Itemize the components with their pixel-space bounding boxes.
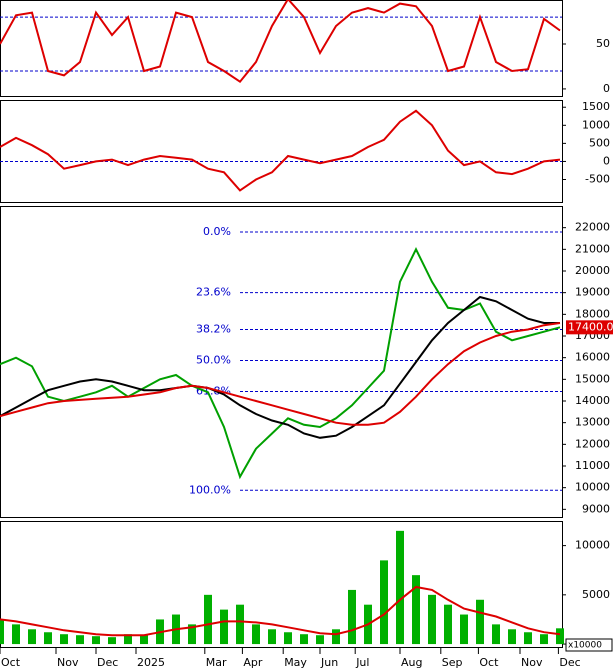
y-tick-label: 1000 (582, 118, 610, 131)
fib-label: 0.0% (203, 225, 231, 238)
y-tick-label: 11000 (575, 459, 610, 472)
x-tick-label: May (284, 656, 307, 669)
fib-label: 50.0% (196, 353, 231, 366)
volume-bar (220, 609, 228, 645)
fib-label: 23.6% (196, 286, 231, 299)
volume-bar (492, 624, 500, 645)
volume-bar (76, 635, 84, 645)
x-tick-label: Nov (521, 656, 543, 669)
series-line (0, 295, 560, 439)
y-tick-label: 13000 (575, 416, 610, 429)
volume-bar (236, 604, 244, 645)
y-tick-label: 10000 (575, 539, 610, 552)
volume-bar (0, 619, 4, 645)
x-tick-label: Jul (355, 656, 369, 669)
panel-frame (0, 100, 563, 203)
volume-bar (540, 634, 548, 645)
series-line (0, 322, 561, 426)
panel-frame (0, 206, 563, 518)
last-price-tag (566, 320, 613, 335)
y-tick-label: 12000 (575, 437, 610, 450)
y-tick-label: 1500 (582, 100, 610, 113)
x-tick-label: Apr (243, 656, 263, 669)
volume-bar (12, 624, 20, 645)
y-tick-label: 500 (589, 136, 610, 149)
volume-bar (28, 629, 36, 645)
x-tick-label: Dec (559, 656, 580, 669)
panel-frame (0, 0, 563, 97)
volume-bar (332, 629, 340, 645)
x-tick-label: Aug (401, 656, 422, 669)
y-tick-label: -500 (585, 173, 610, 186)
unit-label: x10000 (568, 641, 602, 651)
series-line (0, 0, 561, 84)
ma-line (0, 585, 561, 637)
volume-bar (44, 632, 52, 645)
volume-bar (204, 594, 212, 645)
volume-bar (268, 629, 276, 645)
x-tick-label: Oct (1, 656, 21, 669)
volume-bar (140, 635, 148, 645)
fib-label: 38.2% (196, 323, 231, 336)
unit-box (565, 638, 613, 652)
x-tick-label: Jun (320, 656, 338, 669)
volume-bar (508, 629, 516, 645)
x-tick-label: 2025 (137, 656, 165, 669)
fib-label: 100.0% (189, 483, 231, 496)
volume-bar (92, 636, 100, 645)
y-tick-label: 22000 (575, 221, 610, 234)
y-tick-label: 5000 (582, 588, 610, 601)
last-price-label: 17400.0 (568, 320, 613, 333)
y-tick-label: 16000 (575, 351, 610, 364)
y-tick-label: 50 (596, 37, 610, 50)
y-tick-label: 21000 (575, 242, 610, 255)
volume-bar (396, 530, 404, 645)
y-tick-label: 0 (603, 82, 610, 95)
volume-bar (444, 604, 452, 645)
series-line (0, 109, 561, 192)
x-tick-label: Dec (97, 656, 118, 669)
y-tick-label: 19000 (575, 286, 610, 299)
volume-bar (108, 637, 116, 645)
y-tick-label: 14000 (575, 394, 610, 407)
x-tick-label: Sep (442, 656, 463, 669)
volume-bar (380, 560, 388, 645)
x-tick-label: Oct (479, 656, 499, 669)
volume-bar (556, 628, 564, 645)
y-tick-label: 18000 (575, 307, 610, 320)
series-line (0, 247, 561, 480)
y-tick-label: 15000 (575, 372, 610, 385)
volume-bar (252, 624, 260, 645)
volume-bar (348, 589, 356, 645)
volume-bar (412, 575, 420, 645)
y-tick-label: 9000 (582, 502, 610, 515)
y-tick-label: 10000 (575, 481, 610, 494)
volume-bar (476, 599, 484, 645)
volume-bar (460, 614, 468, 645)
volume-bar (300, 634, 308, 645)
y-tick-label: 20000 (575, 264, 610, 277)
volume-bar (60, 634, 68, 645)
volume-bar (124, 634, 132, 645)
volume-bar (188, 624, 196, 645)
volume-bar (428, 594, 436, 645)
panel-frame (0, 521, 563, 648)
volume-bar (284, 632, 292, 645)
x-tick-label: Nov (57, 656, 79, 669)
x-tick-label: Mar (206, 656, 227, 669)
volume-bar (524, 632, 532, 645)
y-tick-label: 0 (603, 154, 610, 167)
volume-bar (316, 635, 324, 645)
